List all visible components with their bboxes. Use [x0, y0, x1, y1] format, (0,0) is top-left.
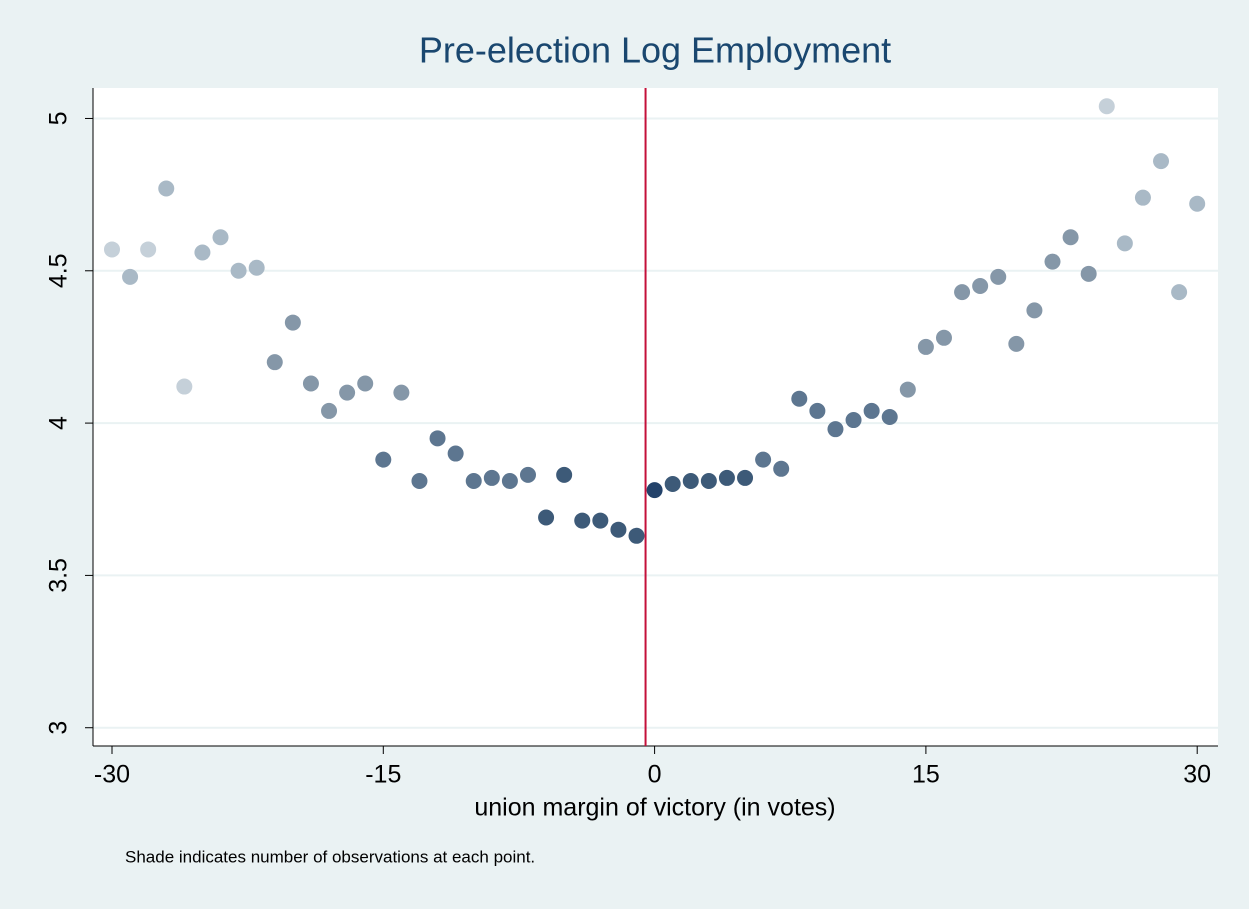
point [1134, 189, 1151, 206]
point [574, 512, 591, 529]
point [1171, 284, 1188, 301]
point [881, 409, 898, 425]
point [791, 390, 808, 407]
plot-area [93, 88, 1218, 746]
y-tick-label: 3 [45, 721, 73, 735]
point [465, 472, 482, 489]
point [682, 472, 699, 489]
x-tick-label: 0 [648, 761, 662, 789]
point [1098, 98, 1115, 115]
point [845, 412, 862, 429]
point [990, 268, 1007, 285]
point [230, 262, 247, 279]
point [321, 402, 338, 419]
point [664, 476, 681, 493]
y-tick-label: 3.5 [45, 558, 73, 593]
point [737, 469, 754, 486]
point [610, 521, 627, 538]
point [1026, 302, 1043, 319]
point [700, 472, 717, 489]
point [972, 278, 989, 295]
y-tick-label: 5 [45, 112, 73, 126]
point [212, 229, 229, 246]
point [954, 284, 971, 301]
point [266, 354, 283, 371]
point [176, 378, 193, 395]
point [646, 482, 663, 499]
point [628, 527, 645, 544]
point [755, 451, 772, 468]
chart-title: Pre-election Log Employment [419, 30, 891, 71]
point [1044, 253, 1061, 270]
point [375, 451, 392, 468]
point [1080, 265, 1097, 282]
point [1153, 153, 1170, 170]
y-tick-label: 4.5 [45, 253, 73, 288]
y-tick-label: 4 [45, 416, 73, 430]
point [1189, 195, 1206, 212]
x-tick-label: 30 [1183, 761, 1211, 789]
point [339, 384, 356, 401]
point [827, 421, 844, 438]
x-tick-label: -15 [365, 761, 401, 789]
point [538, 509, 555, 526]
point [284, 314, 301, 331]
x-tick-label: -30 [94, 761, 130, 789]
point [357, 375, 374, 392]
point [411, 472, 428, 489]
point [556, 466, 573, 483]
point [302, 375, 319, 392]
point [917, 338, 934, 355]
point [393, 384, 410, 401]
point [158, 180, 175, 197]
point [809, 402, 826, 419]
point [863, 402, 880, 419]
point [429, 430, 446, 447]
x-axis-label: union margin of victory (in votes) [474, 794, 835, 822]
point [194, 244, 211, 261]
point [447, 445, 464, 462]
point [122, 268, 139, 285]
x-tick-label: 15 [912, 761, 940, 789]
point [718, 469, 735, 486]
point [1116, 235, 1133, 252]
point [140, 241, 157, 258]
point [519, 466, 536, 483]
point [248, 259, 265, 276]
note: Shade indicates number of observations a… [125, 847, 535, 866]
point [483, 469, 500, 486]
point [773, 460, 790, 477]
point [935, 329, 952, 346]
point [899, 381, 916, 398]
point [1008, 335, 1025, 352]
point [592, 512, 609, 529]
point [501, 472, 518, 489]
point [103, 241, 120, 258]
point [1062, 229, 1079, 246]
